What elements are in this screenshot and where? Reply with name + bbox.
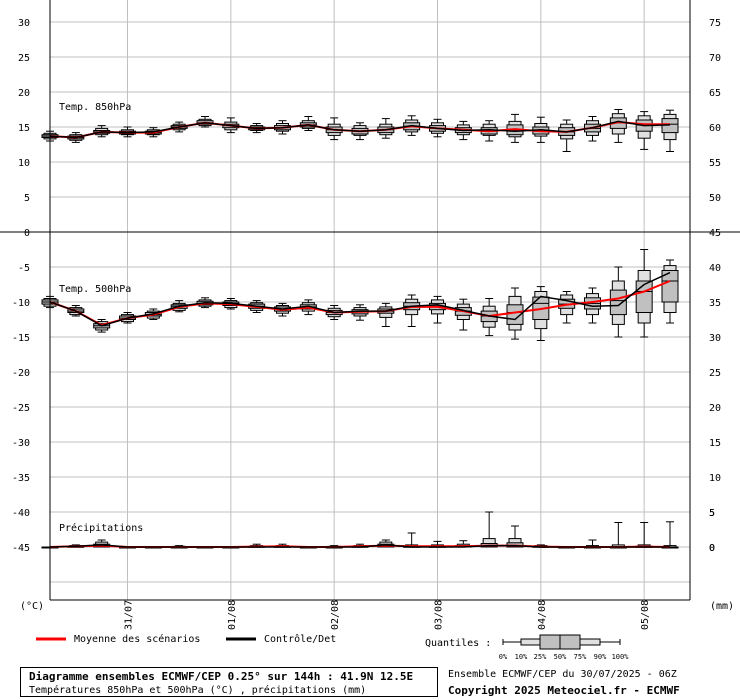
chart-title: Diagramme ensembles ECMWF/CEP 0.25° sur …	[29, 670, 414, 683]
box-plot	[635, 111, 653, 150]
box-inner	[661, 270, 679, 303]
right-tick-label: 15	[709, 438, 721, 449]
panel-label-precip: Précipitations	[59, 522, 143, 534]
right-tick-label: 60	[709, 123, 721, 134]
control-line	[49, 271, 671, 327]
date-tick-label: 03/08	[434, 600, 445, 630]
left-tick-label: 10	[18, 158, 30, 169]
boxes	[41, 109, 679, 549]
series-lines	[49, 120, 671, 548]
panel-label-500: Temp. 500hPa	[59, 284, 131, 295]
left-tick-label: 5	[24, 193, 30, 204]
left-tick-label: -35	[12, 473, 30, 484]
plot-frames	[0, 0, 740, 601]
right-tick-label: 30	[709, 333, 721, 344]
right-tick-label: 5	[709, 508, 715, 519]
control-line	[49, 544, 670, 548]
left-tick-label: -40	[12, 508, 30, 519]
left-tick-label: -5	[18, 263, 30, 274]
box-inner	[609, 289, 627, 316]
quantile-tick-label: 50%	[554, 653, 567, 661]
quantile-tick-label: 100%	[612, 653, 630, 661]
left-tick-label: 0	[24, 228, 30, 239]
right-unit-label: (mm)	[710, 601, 734, 612]
left-tick-label: 15	[18, 123, 30, 134]
date-tick-label: 04/08	[537, 600, 548, 630]
box-plot	[299, 116, 317, 131]
right-tick-label: 0	[709, 543, 715, 554]
control-line	[49, 120, 671, 139]
box-plot	[609, 522, 627, 549]
box-plot	[609, 266, 627, 338]
box-inner	[635, 280, 653, 313]
left-tick-label: 25	[18, 53, 30, 64]
box-plot	[609, 109, 627, 143]
left-unit-label: (°C)	[20, 601, 44, 612]
quantile-legend-box: 0% 10% 25% 50% 75% 90% 100%	[499, 634, 630, 661]
box-plot	[661, 521, 679, 549]
quantile-tick-label: 10%	[515, 653, 528, 661]
box-plot	[480, 511, 498, 548]
right-tick-label: 70	[709, 53, 721, 64]
left-tick-label: 30	[18, 18, 30, 29]
right-tick-label: 10	[709, 473, 721, 484]
left-tick-label: -20	[12, 368, 30, 379]
date-tick-label: 31/07	[124, 600, 135, 630]
box-plot	[506, 525, 524, 548]
left-tick-label: -30	[12, 438, 30, 449]
legend-quantiles-label: Quantiles :	[425, 638, 491, 649]
quantile-tick-label: 75%	[574, 653, 587, 661]
right-tick-label: 45	[709, 228, 721, 239]
right-tick-label: 65	[709, 88, 721, 99]
right-tick-label: 50	[709, 193, 721, 204]
date-tick-label: 05/08	[640, 600, 651, 630]
box-plot	[377, 302, 395, 327]
box-plot	[403, 294, 421, 327]
right-tick-label: 20	[709, 403, 721, 414]
left-tick-label: -10	[12, 298, 30, 309]
box-plot	[661, 259, 679, 324]
copyright: Copyright 2025 Meteociel.fr - ECMWF	[448, 684, 680, 697]
quantile-tick-label: 25%	[534, 653, 547, 661]
left-tick-label: -15	[12, 333, 30, 344]
quantile-tick-label: 0%	[499, 653, 508, 661]
box-plot	[429, 295, 446, 324]
legend-mean-label: Moyenne des scénarios	[74, 633, 200, 645]
right-tick-label: 25	[709, 368, 721, 379]
box-plot	[454, 298, 472, 331]
left-tick-label: -25	[12, 403, 30, 414]
run-info: Ensemble ECMWF/CEP du 30/07/2025 - 06Z	[448, 669, 677, 680]
right-tick-label: 75	[709, 18, 721, 29]
box-plot	[661, 109, 679, 152]
panel-label-850: Temp. 850hPa	[59, 102, 131, 113]
box-plot	[532, 286, 550, 341]
title-box: Diagramme ensembles ECMWF/CEP 0.25° sur …	[20, 667, 438, 697]
legend-control-label: Contrôle/Det	[264, 633, 336, 645]
chart-subtitle: Températures 850hPa et 500hPa (°C) , pré…	[29, 685, 367, 696]
right-tick-label: 5	[709, 508, 715, 519]
box-plot	[558, 291, 576, 324]
tick-labels: 31/07 01/08 02/08 03/08 04/08 05/08 30 25 20 15 10…	[12, 18, 721, 630]
right-tick-label: 35	[709, 298, 721, 309]
legend: Moyenne des scénarios Contrôle/Det Quant…	[36, 633, 629, 661]
date-tick-label: 01/08	[227, 600, 238, 630]
left-tick-label: -45	[12, 543, 30, 554]
right-tick-label: 55	[709, 158, 721, 169]
box-plot	[196, 116, 214, 128]
left-tick-label: 20	[18, 88, 30, 99]
box-plot	[635, 522, 653, 548]
box-plot	[558, 119, 576, 152]
quantile-tick-label: 90%	[594, 653, 607, 661]
date-tick-label: 02/08	[330, 600, 341, 630]
right-tick-label: 40	[709, 263, 721, 274]
right-tick-label: 0	[709, 543, 715, 554]
